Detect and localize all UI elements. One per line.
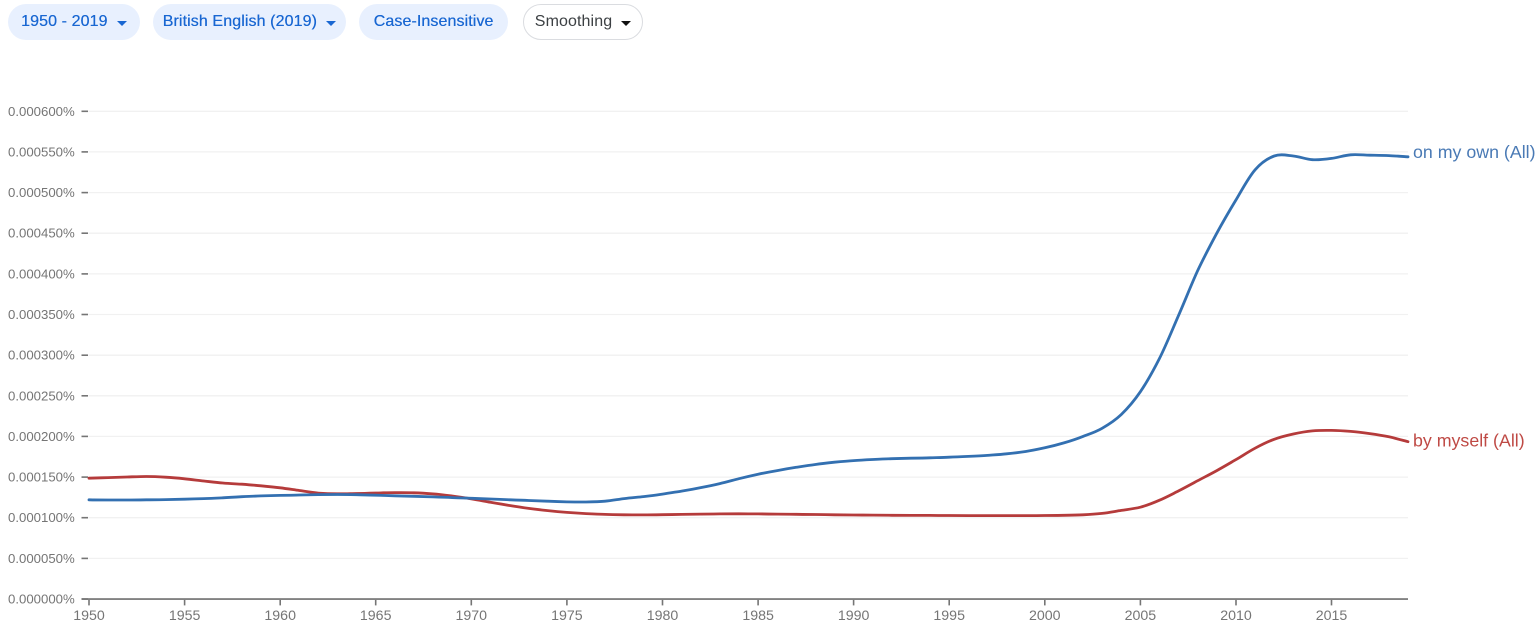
svg-text:2000: 2000 [1029, 608, 1061, 624]
svg-text:0.000100%: 0.000100% [8, 510, 75, 525]
svg-text:2010: 2010 [1220, 608, 1252, 624]
svg-text:2005: 2005 [1125, 608, 1157, 624]
svg-text:0.000250%: 0.000250% [8, 388, 75, 403]
svg-text:1985: 1985 [742, 608, 774, 624]
svg-text:0.000200%: 0.000200% [8, 429, 75, 444]
svg-text:1965: 1965 [360, 608, 392, 624]
svg-text:on my own (All): on my own (All) [1413, 142, 1536, 162]
svg-text:0.000500%: 0.000500% [8, 185, 75, 200]
svg-text:1955: 1955 [169, 608, 201, 624]
svg-text:1950: 1950 [73, 608, 105, 624]
svg-text:0.000300%: 0.000300% [8, 348, 75, 363]
svg-text:0.000400%: 0.000400% [8, 266, 75, 281]
svg-text:1975: 1975 [551, 608, 583, 624]
svg-text:0.000050%: 0.000050% [8, 551, 75, 566]
svg-text:1990: 1990 [838, 608, 870, 624]
svg-text:1960: 1960 [264, 608, 296, 624]
svg-text:1970: 1970 [456, 608, 488, 624]
svg-text:by myself (All): by myself (All) [1413, 431, 1525, 451]
svg-text:1980: 1980 [647, 608, 679, 624]
svg-text:0.000600%: 0.000600% [8, 104, 75, 119]
svg-text:0.000550%: 0.000550% [8, 144, 75, 159]
svg-text:0.000150%: 0.000150% [8, 470, 75, 485]
svg-text:0.000450%: 0.000450% [8, 226, 75, 241]
svg-text:1995: 1995 [933, 608, 965, 624]
svg-text:2015: 2015 [1316, 608, 1348, 624]
svg-text:0.000000%: 0.000000% [8, 592, 75, 607]
svg-text:0.000350%: 0.000350% [8, 307, 75, 322]
